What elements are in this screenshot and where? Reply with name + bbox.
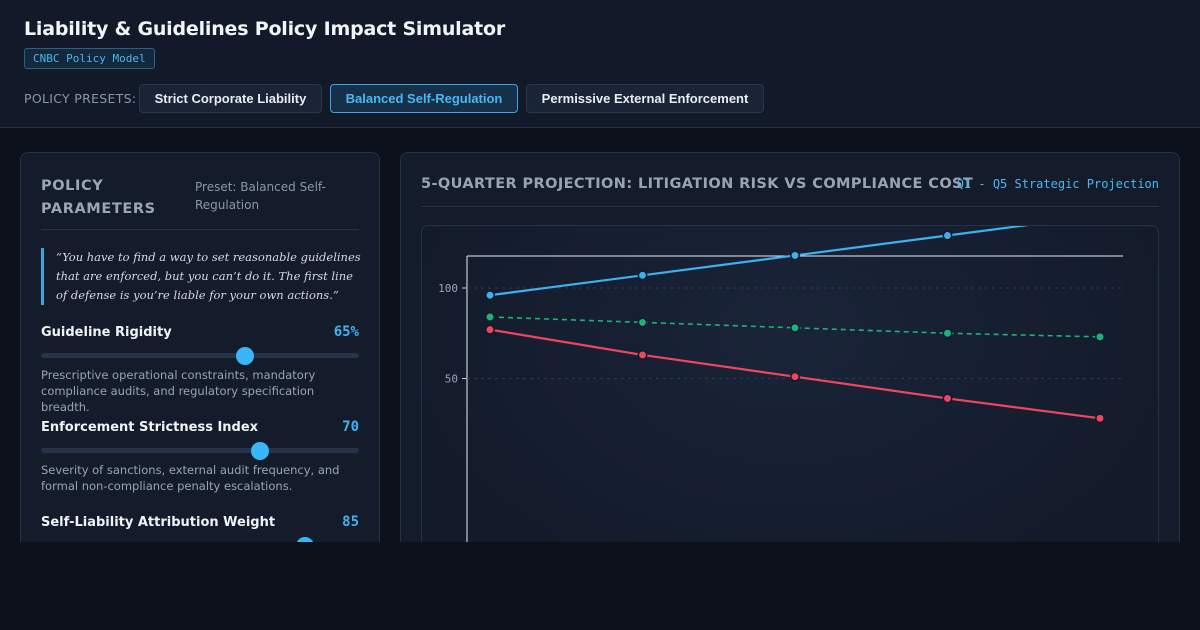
param-enforcement-strictness-value: 70 xyxy=(342,419,359,435)
guideline-rigidity-slider-thumb[interactable] xyxy=(236,347,254,365)
series-3-point xyxy=(942,393,953,404)
param-self-liability-value: 85 xyxy=(342,514,359,530)
chart-divider xyxy=(421,206,1159,207)
series-1-point xyxy=(637,270,648,281)
params-divider xyxy=(41,229,359,230)
model-badge: CNBC Policy Model xyxy=(24,48,155,69)
param-self-liability-label: Self-Liability Attribution Weight xyxy=(41,515,276,530)
app-title: Liability & Guidelines Policy Impact Sim… xyxy=(24,18,506,40)
page-bottom-background xyxy=(0,542,1200,630)
preset-balanced-button[interactable]: Balanced Self-Regulation xyxy=(330,84,518,113)
param-enforcement-strictness-label: Enforcement Strictness Index xyxy=(41,420,259,435)
series-1-point xyxy=(485,290,495,301)
params-panel-title: POLICY PARAMETERS xyxy=(41,178,156,217)
chart-period-tag: Q1 - Q5 Strategic Projection xyxy=(956,177,1159,191)
enforcement-strictness-slider-thumb[interactable] xyxy=(251,442,269,460)
chart-title: 5-QUARTER PROJECTION: LITIGATION RISK VS… xyxy=(421,176,974,192)
param-guideline-rigidity-value: 65% xyxy=(333,324,359,340)
chart-area: 50100150 xyxy=(421,225,1159,571)
projection-panel: 5-QUARTER PROJECTION: LITIGATION RISK VS… xyxy=(400,152,1180,572)
projection-chart: 50100150 xyxy=(438,226,1123,571)
series-3-point xyxy=(485,324,495,335)
series-3-point xyxy=(637,350,648,360)
series-line-1 xyxy=(489,226,1029,297)
y-tick-label: 50 xyxy=(445,373,458,386)
param-guideline-rigidity-desc: Prescriptive operational constraints, ma… xyxy=(41,368,316,414)
series-3-point xyxy=(790,371,800,382)
series-1-point xyxy=(942,230,953,241)
presets-label: POLICY PRESETS: xyxy=(24,91,137,106)
policy-quote: “You have to find a way to set reasonabl… xyxy=(41,248,361,305)
series-line-2 xyxy=(489,316,1101,338)
guideline-rigidity-slider[interactable] xyxy=(41,353,359,358)
series-1-point xyxy=(790,250,800,261)
y-tick-label: 100 xyxy=(438,282,458,295)
param-enforcement-strictness-desc: Severity of sanctions, external audit fr… xyxy=(41,463,340,493)
series-3-point xyxy=(1095,413,1105,424)
series-2-point xyxy=(1095,331,1105,342)
active-preset-note: Preset: Balanced Self-Regulation xyxy=(195,180,326,212)
app-header: Liability & Guidelines Policy Impact Sim… xyxy=(0,0,1200,128)
preset-strict-button[interactable]: Strict Corporate Liability xyxy=(139,84,322,113)
series-2-point xyxy=(485,312,495,322)
series-2-point xyxy=(790,322,800,333)
enforcement-strictness-slider[interactable] xyxy=(41,448,359,453)
preset-permissive-button[interactable]: Permissive External Enforcement xyxy=(526,84,764,113)
policy-parameters-panel: POLICY PARAMETERS Preset: Balanced Self-… xyxy=(20,152,380,572)
series-2-point xyxy=(637,317,648,328)
param-guideline-rigidity-label: Guideline Rigidity xyxy=(41,325,172,340)
series-2-point xyxy=(942,328,953,339)
